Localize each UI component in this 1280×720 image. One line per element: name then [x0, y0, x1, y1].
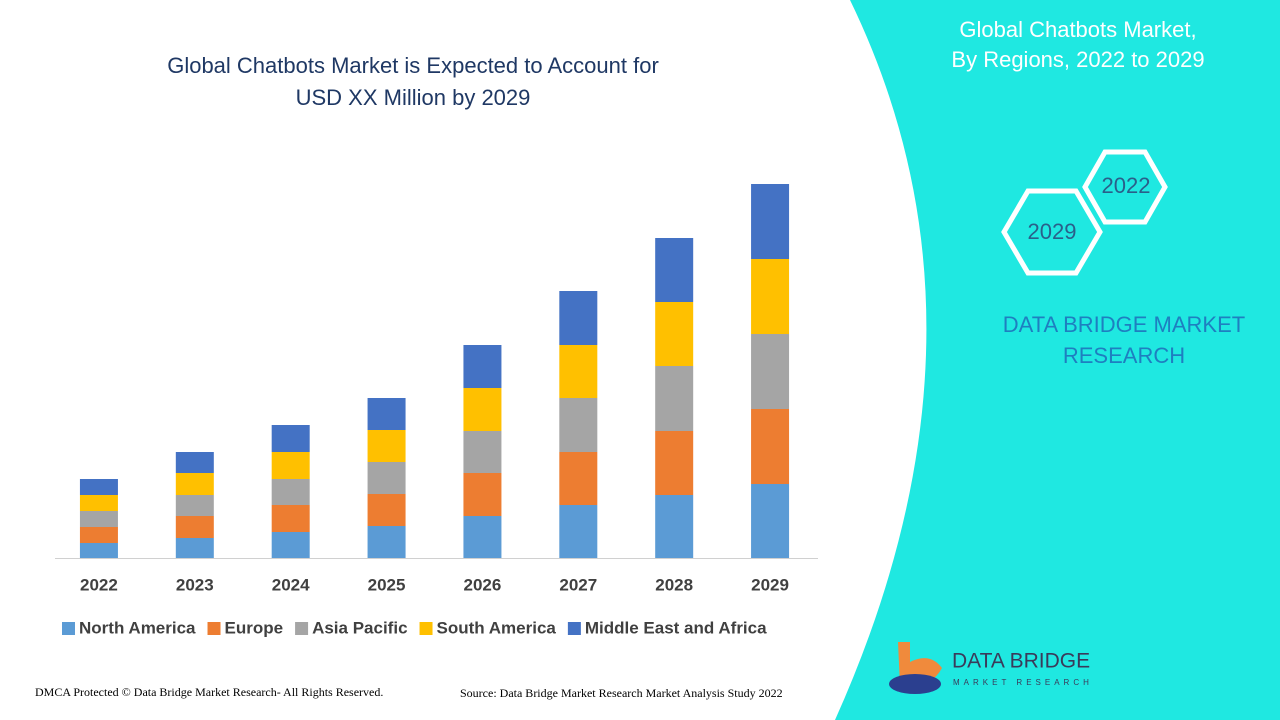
x-tick-label: 2024 — [272, 575, 310, 594]
legend-swatch — [567, 622, 581, 635]
bar-segment — [367, 462, 406, 494]
bar-segment — [655, 366, 694, 431]
bar-segment — [463, 473, 502, 516]
bar-segment — [559, 398, 598, 452]
footer-right: Source: Data Bridge Market Research Mark… — [460, 686, 783, 700]
side-panel — [835, 0, 1280, 720]
logo-name: DATA BRIDGE — [952, 650, 1090, 673]
bar-segment — [271, 479, 310, 505]
legend-swatch — [207, 622, 221, 635]
x-tick-label: 2026 — [464, 575, 502, 594]
bar-segment — [655, 302, 694, 366]
bar-segment — [463, 388, 502, 431]
bar-segment — [175, 452, 214, 473]
bar-segment — [559, 291, 598, 345]
bar-segment — [751, 184, 790, 259]
hexagon-label: 2022 — [1102, 173, 1151, 198]
x-tick-label: 2025 — [368, 575, 406, 594]
legend-label: North America — [79, 618, 196, 637]
footer-left: DMCA Protected © Data Bridge Market Rese… — [35, 685, 383, 699]
bar-segment — [367, 526, 406, 558]
chart-title: Global Chatbots Market is Expected to Ac… — [167, 53, 659, 78]
logo: DATA BRIDGE MARKET RESEARCH — [889, 642, 1093, 694]
hexagon — [1001, 188, 1103, 276]
hexagon-label: 2029 — [1028, 219, 1077, 244]
bar-segment — [175, 516, 214, 538]
panel-title: Global Chatbots Market, — [959, 17, 1196, 42]
x-tick-label: 2029 — [751, 575, 789, 594]
bar-segment — [271, 532, 310, 558]
legend-swatch — [295, 622, 309, 635]
bar-segment — [463, 431, 502, 473]
bar-segment — [367, 430, 406, 462]
legend-swatch — [419, 622, 433, 635]
bar-segment — [79, 495, 118, 511]
panel-title: By Regions, 2022 to 2029 — [951, 47, 1204, 72]
brand-text: RESEARCH — [1063, 343, 1185, 368]
bar-segment — [271, 505, 310, 532]
bar-segment — [79, 479, 118, 495]
x-tick-label: 2022 — [80, 575, 118, 594]
x-tick-label: 2023 — [176, 575, 214, 594]
bar-segment — [655, 431, 694, 495]
x-tick-label: 2027 — [559, 575, 597, 594]
legend-label: Europe — [225, 618, 284, 637]
legend-label: Middle East and Africa — [585, 618, 767, 637]
bar-segment — [175, 495, 214, 516]
bar-segment — [559, 505, 598, 558]
bar-segment — [367, 398, 406, 430]
bar-segment — [463, 345, 502, 388]
brand-text: DATA BRIDGE MARKET — [1003, 312, 1245, 337]
legend-swatch — [62, 622, 75, 635]
bar-segment — [559, 345, 598, 398]
hexagon — [1082, 149, 1168, 225]
bar-segment — [367, 494, 406, 526]
legend-label: Asia Pacific — [312, 618, 407, 637]
bar-segment — [175, 473, 214, 495]
logo-tagline: MARKET RESEARCH — [953, 678, 1093, 687]
legend-label: South America — [437, 618, 557, 637]
bar-segment — [79, 543, 118, 558]
bar-segment — [271, 425, 310, 452]
bar-segment — [655, 495, 694, 558]
bar-segment — [271, 452, 310, 479]
bar-segment — [751, 484, 790, 558]
chart-title: USD XX Million by 2029 — [296, 85, 531, 110]
bar-segment — [79, 511, 118, 527]
x-tick-label: 2028 — [655, 575, 693, 594]
bar-segment — [79, 527, 118, 543]
bar-segment — [751, 259, 790, 334]
bar-segment — [751, 334, 790, 409]
bar-segment — [463, 516, 502, 558]
bar-segment — [751, 409, 790, 484]
bar-segment — [559, 452, 598, 505]
bar-segment — [175, 538, 214, 558]
bar-segment — [655, 238, 694, 302]
